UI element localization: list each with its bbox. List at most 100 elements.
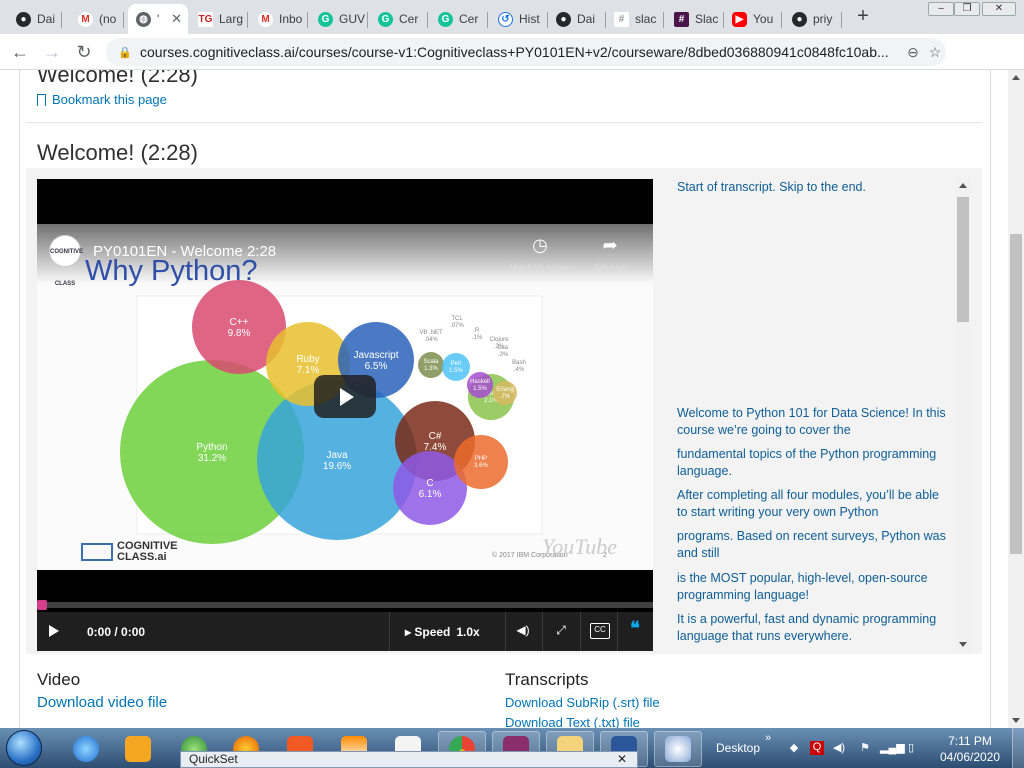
zoom-icon[interactable]: ⊖: [907, 43, 919, 60]
close-window-button[interactable]: ✕: [982, 2, 1016, 16]
desktop-toolbar-label[interactable]: Desktop: [716, 741, 761, 755]
minimize-button[interactable]: –: [928, 2, 954, 16]
bookmark-icon: [37, 93, 46, 106]
browser-toolbar: ← → ↻ 🔒 courses.cognitiveclass.ai/course…: [0, 34, 1024, 96]
video-progress-bar[interactable]: [37, 602, 653, 608]
paint-icon: [665, 736, 691, 762]
bubble-value: .7%: [500, 394, 511, 400]
bubble-label: Bash: [512, 360, 526, 366]
history-icon: ↺: [498, 11, 513, 27]
closed-captions-icon[interactable]: CC: [590, 623, 610, 639]
scroll-up-icon[interactable]: [1012, 75, 1020, 80]
bookmark-label: Bookmark this page: [52, 92, 167, 107]
bubble-label: C++: [230, 317, 249, 328]
system-clock[interactable]: 7:11 PM 04/06/2020: [939, 734, 1001, 764]
bubble-value: 7.1%: [297, 365, 320, 376]
scroll-down-icon[interactable]: [959, 642, 967, 647]
back-arrow-icon[interactable]: ←: [11, 42, 29, 62]
video-player[interactable]: Python 31.2% Java 19.6% C++ 9.8% Ruby 7.1% Javas…: [37, 179, 653, 651]
channel-logo[interactable]: COGNITIVE CLASS: [49, 235, 83, 287]
browser-tab[interactable]: # Slac: [666, 4, 724, 34]
show-desktop-button[interactable]: [1012, 728, 1024, 768]
tg-icon: TG: [198, 11, 213, 27]
watch-later-label: Watch later: [509, 261, 571, 275]
clock-icon: ◷: [532, 235, 548, 255]
divider: [26, 122, 982, 123]
speaker-icon[interactable]: ◀): [832, 742, 846, 754]
transcript-line[interactable]: is the MOST popular, high-level, open-so…: [677, 571, 928, 602]
browser-tab[interactable]: ● Dai: [8, 4, 62, 34]
bubble-label: Scala: [423, 359, 439, 365]
scroll-up-icon[interactable]: [959, 183, 967, 188]
bookmark-page-link[interactable]: Bookmark this page: [37, 92, 167, 107]
quickset-window[interactable]: QuickSet ✕: [180, 751, 638, 768]
taskbar-app[interactable]: [654, 731, 702, 767]
browser-tab[interactable]: # slac: [606, 4, 664, 34]
tray-expand-icon[interactable]: »: [765, 732, 772, 744]
browser-tab[interactable]: ▶ You: [724, 4, 782, 34]
transcript-line[interactable]: After completing all four modules, you’l…: [677, 488, 939, 519]
maximize-button[interactable]: ❐: [954, 2, 980, 16]
browser-tab[interactable]: ● priy: [784, 4, 842, 34]
play-icon[interactable]: [49, 625, 59, 637]
scroll-thumb[interactable]: [957, 197, 969, 322]
taskbar-app[interactable]: [114, 731, 162, 767]
transcript-line[interactable]: Start of transcript. Skip to the end.: [677, 180, 866, 194]
video-time: 0:00 / 0:00: [87, 625, 146, 639]
share-button[interactable]: ➦ Share: [575, 235, 645, 275]
tray-app-icon[interactable]: ◆: [789, 742, 799, 754]
watch-later-button[interactable]: ◷ Watch later: [505, 235, 575, 275]
new-tab-button[interactable]: +: [857, 5, 869, 27]
browser-tab-active[interactable]: ◍ ' ✕: [128, 4, 188, 34]
taskbar-app[interactable]: [62, 731, 110, 767]
browser-tab[interactable]: G Cer: [370, 4, 428, 34]
network-icon[interactable]: ▂▄▆: [880, 742, 905, 754]
bubble-value: .1%: [472, 335, 483, 341]
forward-arrow-icon[interactable]: →: [43, 42, 61, 62]
big-play-button[interactable]: [314, 375, 376, 418]
youtube-watermark[interactable]: YouTube: [542, 534, 618, 559]
bubble-value: 19.6%: [323, 461, 351, 472]
bubble-label: R: [475, 328, 480, 334]
browser-tab[interactable]: M Inbo: [250, 4, 308, 34]
browser-tab[interactable]: ● Dai: [548, 4, 606, 34]
browser-tab[interactable]: ↺ Hist: [490, 4, 548, 34]
browser-tab[interactable]: G GUV: [310, 4, 368, 34]
transcript-line[interactable]: fundamental topics of the Python program…: [677, 447, 937, 478]
browser-tab[interactable]: TG Larg: [190, 4, 248, 34]
gmail-icon: M: [78, 11, 93, 27]
browser-tab[interactable]: G Cer: [430, 4, 488, 34]
power-icon[interactable]: ▯: [907, 742, 915, 754]
url-text[interactable]: courses.cognitiveclass.ai/courses/course…: [140, 44, 889, 60]
github-icon: ●: [16, 11, 31, 27]
bubble-value: .04%: [424, 337, 438, 343]
speed-button[interactable]: ▸ Speed 1.0x: [405, 625, 480, 639]
page-scrollbar[interactable]: [1008, 70, 1024, 728]
transcript-line[interactable]: Welcome to Python 101 for Data Science! …: [677, 406, 946, 437]
internet-explorer-icon: [73, 736, 99, 762]
progress-handle[interactable]: [37, 600, 47, 610]
transcripts-heading: Transcripts: [505, 670, 589, 689]
transcript-toggle-icon[interactable]: ❝: [630, 618, 640, 638]
bubble-value: .07%: [450, 323, 464, 329]
tray-q-icon[interactable]: Q: [810, 741, 824, 755]
bookmark-star-icon[interactable]: ☆: [928, 43, 942, 60]
download-srt-link[interactable]: Download SubRip (.srt) file: [505, 695, 660, 710]
volume-icon[interactable]: ◀): [516, 623, 530, 637]
download-txt-link[interactable]: Download Text (.txt) file: [505, 715, 640, 728]
close-tab-icon[interactable]: ✕: [171, 11, 182, 26]
start-button[interactable]: [6, 730, 42, 766]
close-icon[interactable]: ✕: [616, 752, 627, 766]
browser-tab[interactable]: M (no: [70, 4, 124, 34]
transcript-line[interactable]: programs. Based on recent surveys, Pytho…: [677, 529, 946, 560]
transcript-line[interactable]: It is a powerful, fast and dynamic progr…: [677, 612, 937, 643]
reload-icon[interactable]: ↻: [76, 42, 92, 62]
video-title[interactable]: PY0101EN - Welcome 2:28: [93, 243, 277, 260]
address-bar[interactable]: 🔒 courses.cognitiveclass.ai/courses/cour…: [106, 38, 946, 66]
transcript-scrollbar[interactable]: [956, 179, 970, 651]
scroll-down-icon[interactable]: [1012, 718, 1020, 723]
fullscreen-icon[interactable]: ⤢: [556, 623, 566, 637]
flag-icon[interactable]: ⚑: [860, 742, 870, 754]
scroll-thumb[interactable]: [1010, 234, 1022, 554]
download-video-link[interactable]: Download video file: [37, 694, 168, 711]
